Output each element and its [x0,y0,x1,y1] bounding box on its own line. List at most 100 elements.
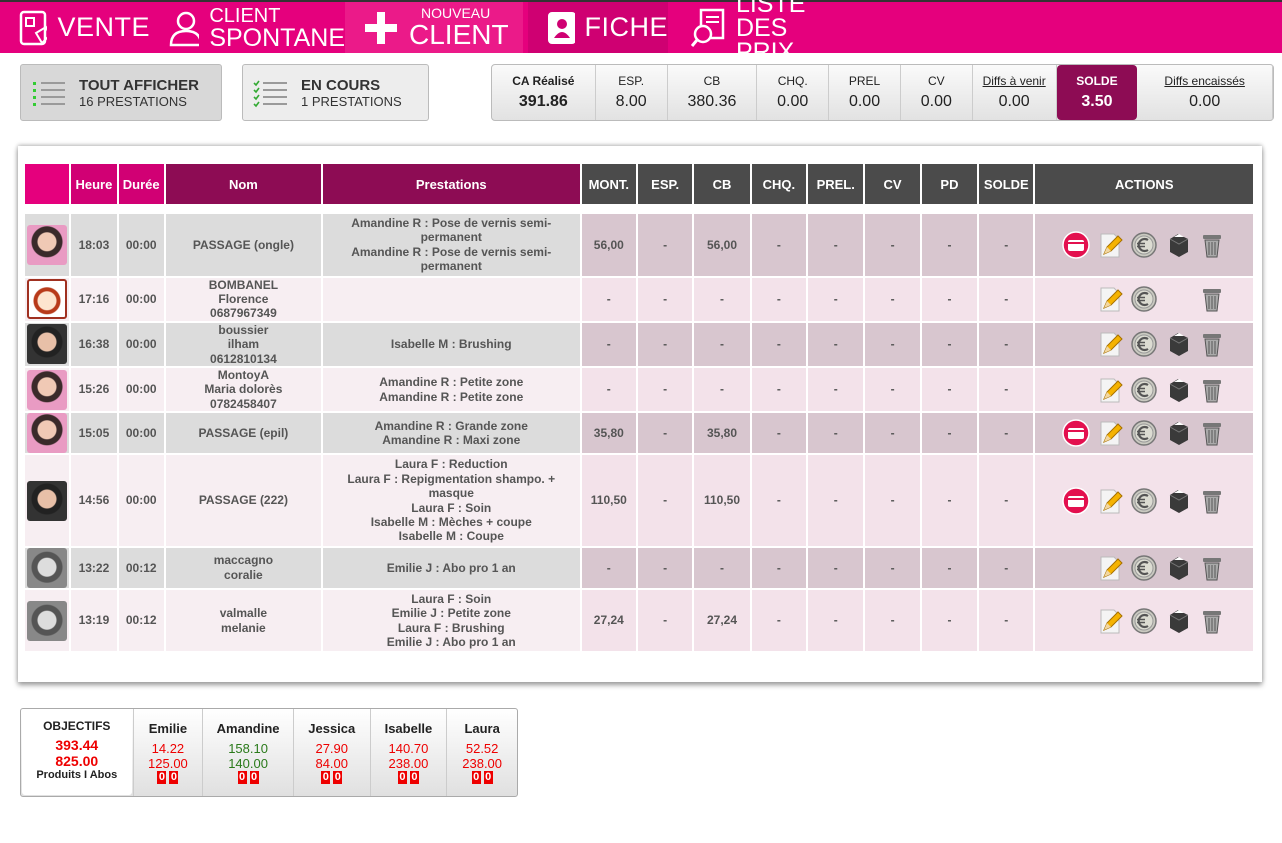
nav-liste-des-prix[interactable]: LISTE DES PRIX [673,0,833,64]
summary-cell: CB 380.36 [668,65,758,120]
action-euro[interactable] [1129,486,1159,516]
nav-client-spontane[interactable]: CLIENT SPONTANE [150,2,345,53]
icon-shape [1203,379,1222,403]
action-trash[interactable] [1197,553,1227,583]
action-euro[interactable] [1129,375,1159,405]
action-card[interactable] [1061,230,1091,260]
nav-nouveau-client[interactable]: NOUVEAU CLIENT [345,2,523,53]
action-trash[interactable] [1197,375,1227,405]
summary-label: CHQ. [777,74,808,88]
icon-shape [1203,234,1222,239]
icon-list [33,81,65,106]
icon-shape [1169,614,1189,621]
summary-value: 0.00 [998,93,1030,110]
prestation: Laura F : Reduction [394,457,508,472]
action-trash[interactable] [1197,284,1227,314]
nav-vente[interactable]: VENTE [0,2,150,53]
icon-shape [1137,237,1149,252]
action-euro[interactable] [1129,329,1159,359]
prestation: Laura F : Brushing [397,620,505,635]
staff-value: 238.00 [388,756,429,771]
summary-link[interactable]: Diffs à venir [982,74,1046,88]
amount: - [979,413,1034,454]
action-trash[interactable] [1197,418,1227,448]
amount: 27,24 [581,589,636,652]
prestation: Amandine R : Pose de vernis semi-permane… [351,216,552,245]
icon-shape [1170,233,1189,257]
actions [1035,455,1253,546]
action-trash[interactable] [1197,606,1227,636]
amount: - [865,368,920,412]
prestations: Isabelle M : Brushing [322,322,580,367]
action-euro[interactable] [1129,284,1159,314]
staff-value: 125.00 [148,756,188,771]
prestation: Amandine R : Grande zone [374,418,528,433]
icon-shape [1174,233,1185,237]
avatar-cell [25,368,70,412]
icon-shape [1169,383,1189,390]
action-print[interactable] [1163,375,1193,405]
action-print[interactable] [1163,329,1193,359]
action-pen[interactable] [1095,230,1125,260]
icon-shape [1131,554,1157,581]
rows: 18:03 00:00 PASSAGE (ongle) Amandine R : Po… [25,214,1253,652]
action-pen[interactable] [1095,284,1125,314]
action-trash[interactable] [1197,329,1227,359]
table-scroll: 18:03 00:00 PASSAGE (ongle) Amandine R : Po… [18,212,1262,664]
nav-label: LISTE DES PRIX [736,0,833,64]
icon-shape [1068,239,1085,251]
action-trash[interactable] [1197,230,1227,260]
amount: - [751,413,807,454]
icon-shape [1170,556,1189,580]
icon-shape [1208,430,1216,444]
summary-link[interactable]: Diffs encaissés [1164,74,1245,88]
action-pen[interactable] [1095,486,1125,516]
icon-shape [1131,420,1157,447]
filter-en-cours[interactable]: EN COURS 1 PRESTATIONS [242,64,429,121]
staff-name: Isabelle [384,721,433,736]
amount: - [751,277,807,321]
action-card[interactable] [1061,486,1091,516]
prestations: Emilie J : Abo pro 1 an [322,547,580,588]
filter-text: TOUT AFFICHER 16 PRESTATIONS [79,77,199,109]
action-trash[interactable] [1197,486,1227,516]
action-euro[interactable] [1129,553,1159,583]
staff-value: 27.90 [315,741,349,756]
action-pen[interactable] [1095,418,1125,448]
table-row: 13:22 00:12 maccagno coralie Emilie J : Abo … [25,547,1253,588]
action-euro[interactable] [1129,606,1159,636]
nom: PASSAGE (222) [165,455,321,546]
staff-value: 158.10 [228,741,268,756]
icon-shape [1100,489,1123,513]
nom-line: PASSAGE (222) [198,493,288,508]
action-pen[interactable] [1095,329,1125,359]
icon-shape [1104,435,1112,443]
icon-shape [1137,382,1149,397]
action-print[interactable] [1163,230,1193,260]
action-pen[interactable] [1095,553,1125,583]
objectives-summary: OBJECTIFS 393.44 825.00 Produits I Abos [22,710,132,795]
nav-label: CLIENT SPONTANE [209,6,345,51]
action-print[interactable] [1163,486,1193,516]
avatar [27,279,68,320]
action-card[interactable] [1061,418,1091,448]
filter-all[interactable]: TOUT AFFICHER 16 PRESTATIONS [20,64,222,121]
icon-shape [1169,489,1189,513]
summary-bar: CA Réalisé 391.86 ESP. 8.00 CB 380.36 CHQ. 0.00… [491,64,1274,121]
action-pen[interactable] [1095,375,1125,405]
nom-line: coralie [224,567,263,582]
table-row: 17:16 00:00 BOMBANEL Florence 0687967349- - - -… [25,277,1253,321]
header-cell: MONT. [581,164,636,204]
action-euro[interactable] [1129,418,1159,448]
icon-shape [1203,610,1222,615]
action-print[interactable] [1163,418,1193,448]
nom: PASSAGE (epil) [165,413,321,454]
nav-fiche[interactable]: FICHE [528,2,668,53]
prestations: Laura F : Reduction Laura F : Repigmentat… [322,455,580,546]
action-pen[interactable] [1095,606,1125,636]
action-print[interactable] [1163,553,1193,583]
action-euro[interactable] [1129,230,1159,260]
avatar [27,480,68,521]
action-print[interactable] [1163,606,1193,636]
